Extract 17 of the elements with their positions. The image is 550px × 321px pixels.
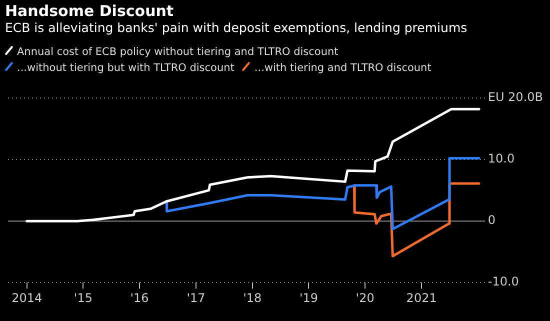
x-tick-label: '15 (74, 290, 92, 305)
x-tick-label: '16 (130, 290, 149, 305)
x-tick-label: '18 (243, 290, 262, 305)
x-tick-label: '17 (186, 290, 206, 305)
y-tick-label: 0 (488, 213, 496, 228)
x-tick-label: 2014 (12, 290, 42, 305)
legend-label: ...with tiering and TLTRO discount (254, 62, 432, 74)
x-tick-label: '19 (299, 290, 318, 305)
x-tick-label: 2021 (406, 290, 437, 305)
y-tick-label: EU 20.0B (488, 90, 544, 104)
x-tick-label: '20 (356, 290, 374, 305)
legend-label: Annual cost of ECB policy without tiering and TLTRO discount (17, 46, 338, 58)
y-tick-label: -10.0 (488, 274, 519, 289)
y-tick-label: 10.0 (488, 152, 515, 166)
chart-title: Handsome Discount (5, 2, 174, 20)
chart-subtitle: ECB is alleviating banks' pain with deposit exemptions, lending premiums (5, 20, 468, 35)
legend-label: ...without tiering but with TLTRO discount (17, 62, 234, 74)
